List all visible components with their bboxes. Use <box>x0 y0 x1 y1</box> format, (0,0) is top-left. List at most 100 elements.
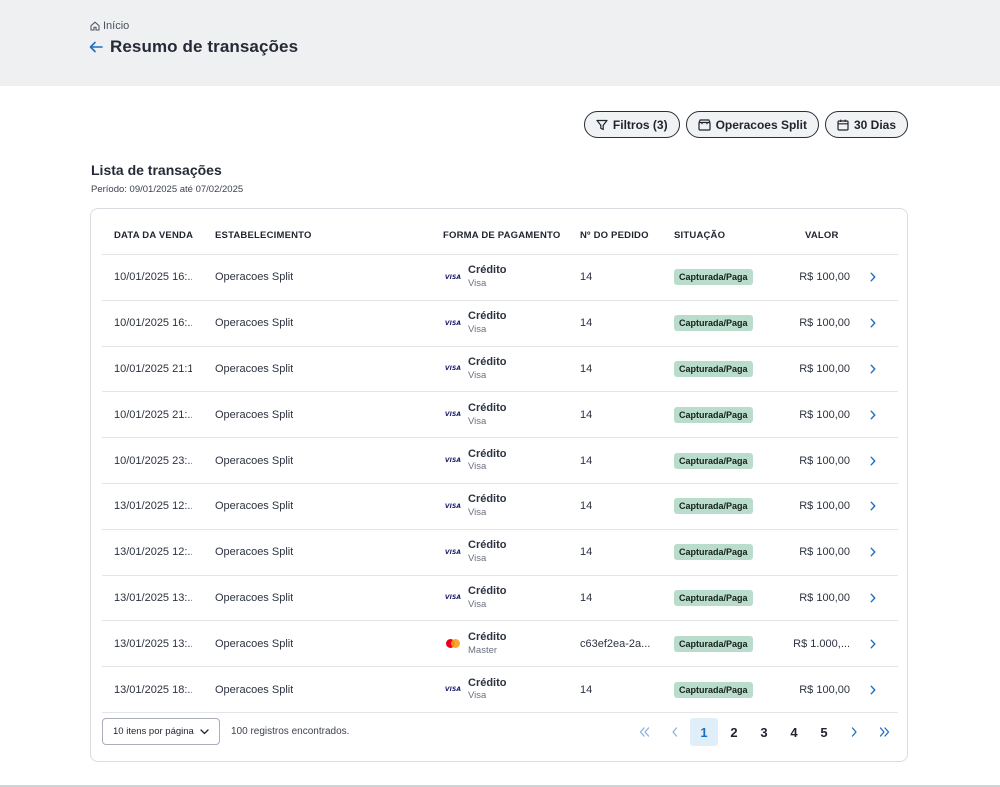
filters-label: Filtros (3) <box>612 117 668 132</box>
chevron-right-icon <box>870 639 876 649</box>
establishment: Operacoes Split <box>215 546 294 559</box>
card-brand: VISA <box>445 318 461 328</box>
status-badge-wrap: Capturada/Paga <box>674 635 753 652</box>
order-number: 14 <box>580 271 593 284</box>
order-number: c63ef2ea-2a... <box>580 637 650 650</box>
transaction-value: R$ 100,00 <box>799 454 850 467</box>
table-row[interactable]: 13/01/2025 13:... Operacoes Split Crédito M… <box>102 621 898 668</box>
sale-date: 10/01/2025 21:... <box>114 408 192 421</box>
row-details-button[interactable] <box>868 455 878 467</box>
sale-date: 13/01/2025 13:... <box>114 637 192 650</box>
transaction-value: R$ 100,00 <box>799 408 850 421</box>
transaction-value: R$ 100,00 <box>799 500 850 513</box>
status-badge: Capturada/Paga <box>674 498 753 515</box>
chevron-right-icon <box>870 456 876 466</box>
card-brand: VISA <box>445 272 461 282</box>
table-row[interactable]: 13/01/2025 13:... Operacoes Split VISA Créd… <box>102 576 898 622</box>
sale-date: 10/01/2025 16:... <box>114 317 192 330</box>
page-button-3[interactable]: 3 <box>760 724 768 740</box>
order-number: 14 <box>580 362 593 375</box>
visa-icon: VISA <box>445 594 461 602</box>
order-number: 14 <box>580 454 593 467</box>
row-details-button[interactable] <box>868 363 878 375</box>
column-header-establishment: ESTABELECIMENTO <box>215 230 312 241</box>
store-selector-button[interactable]: Operacoes Split <box>685 111 819 138</box>
previous-page-button[interactable] <box>660 718 688 746</box>
page-button-5[interactable]: 5 <box>820 724 828 740</box>
row-details-button[interactable] <box>868 317 878 329</box>
page-button-4[interactable]: 4 <box>790 724 798 740</box>
establishment: Operacoes Split <box>215 271 294 284</box>
table-row[interactable]: 10/01/2025 16:... Operacoes Split VISA Créd… <box>102 301 898 347</box>
visa-icon: VISA <box>445 411 461 419</box>
row-details-button[interactable] <box>868 684 878 696</box>
breadcrumb-home-label[interactable]: Início <box>103 20 130 32</box>
establishment: Operacoes Split <box>215 454 294 467</box>
transaction-value: R$ 100,00 <box>799 683 850 696</box>
per-page-label: 10 itens por página <box>113 726 194 737</box>
payment-method: Crédito Visa <box>468 539 507 565</box>
card-brand <box>445 639 461 649</box>
last-page-button[interactable] <box>870 718 898 746</box>
page-button-1[interactable]: 1 <box>690 718 718 746</box>
payment-type: Crédito <box>468 447 507 460</box>
column-header-date: DATA DA VENDA <box>114 230 194 241</box>
divider <box>0 785 1000 787</box>
table-row[interactable]: 10/01/2025 21:... Operacoes Split VISA Créd… <box>102 392 898 439</box>
sale-date: 13/01/2025 18:... <box>114 683 192 696</box>
table-row[interactable]: 10/01/2025 16:... Operacoes Split VISA Créd… <box>102 255 898 301</box>
payment-method: Crédito Visa <box>468 677 507 703</box>
row-details-button[interactable] <box>868 592 878 604</box>
chevron-down-icon <box>200 729 209 735</box>
column-header-status: SITUAÇÃO <box>674 230 726 241</box>
payment-method: Crédito Visa <box>468 494 507 520</box>
establishment: Operacoes Split <box>215 362 294 375</box>
filters-button[interactable]: Filtros (3) <box>583 111 680 138</box>
chevrons-right-icon <box>879 727 889 737</box>
chevron-right-icon <box>870 593 876 603</box>
row-details-button[interactable] <box>868 638 878 650</box>
transaction-value: R$ 1.000,... <box>793 637 850 650</box>
payment-type: Crédito <box>468 585 507 598</box>
chevron-right-icon <box>870 685 876 695</box>
payment-method: Crédito Visa <box>468 310 507 336</box>
row-details-button[interactable] <box>868 500 878 512</box>
table-row[interactable]: 13/01/2025 12:... Operacoes Split VISA Créd… <box>102 530 898 576</box>
table-row[interactable]: 13/01/2025 18:... Operacoes Split VISA Créd… <box>102 667 898 713</box>
next-page-button[interactable] <box>840 718 868 746</box>
status-badge: Capturada/Paga <box>674 269 753 286</box>
card-brand-label: Visa <box>468 507 487 519</box>
status-badge: Capturada/Paga <box>674 452 753 469</box>
status-badge-wrap: Capturada/Paga <box>674 315 753 332</box>
back-button[interactable] <box>88 37 104 57</box>
row-details-button[interactable] <box>868 409 878 421</box>
filter-icon <box>596 119 608 131</box>
card-brand-label: Visa <box>468 278 487 290</box>
per-page-select[interactable]: 10 itens por página <box>102 718 220 745</box>
row-details-button[interactable] <box>868 546 878 558</box>
calendar-icon <box>837 119 849 131</box>
payment-type: Crédito <box>468 630 507 643</box>
establishment: Operacoes Split <box>215 500 294 513</box>
sale-date: 10/01/2025 16:... <box>114 271 192 284</box>
payment-method: Crédito Visa <box>468 356 507 382</box>
row-details-button[interactable] <box>868 271 878 283</box>
status-badge-wrap: Capturada/Paga <box>674 498 753 515</box>
payment-method: Crédito Visa <box>468 585 507 611</box>
table-row[interactable]: 10/01/2025 23:... Operacoes Split VISA Créd… <box>102 438 898 484</box>
chevron-right-icon <box>870 410 876 420</box>
visa-icon: VISA <box>445 686 461 694</box>
table-row[interactable]: 10/01/2025 21:1... Operacoes Split VISA Cré… <box>102 347 898 393</box>
transaction-value: R$ 100,00 <box>799 317 850 330</box>
table-row[interactable]: 13/01/2025 12:... Operacoes Split VISA Créd… <box>102 484 898 530</box>
period-label: 30 Dias <box>853 117 896 132</box>
period-button[interactable]: 30 Dias <box>824 111 908 138</box>
page-button-2[interactable]: 2 <box>730 724 738 740</box>
status-badge: Capturada/Paga <box>674 635 753 652</box>
breadcrumb[interactable]: Início <box>90 20 129 32</box>
status-badge: Capturada/Paga <box>674 544 753 561</box>
column-header-order: Nº DO PEDIDO <box>580 230 649 241</box>
status-badge-wrap: Capturada/Paga <box>674 681 753 698</box>
status-badge: Capturada/Paga <box>674 315 753 332</box>
first-page-button[interactable] <box>630 718 658 746</box>
